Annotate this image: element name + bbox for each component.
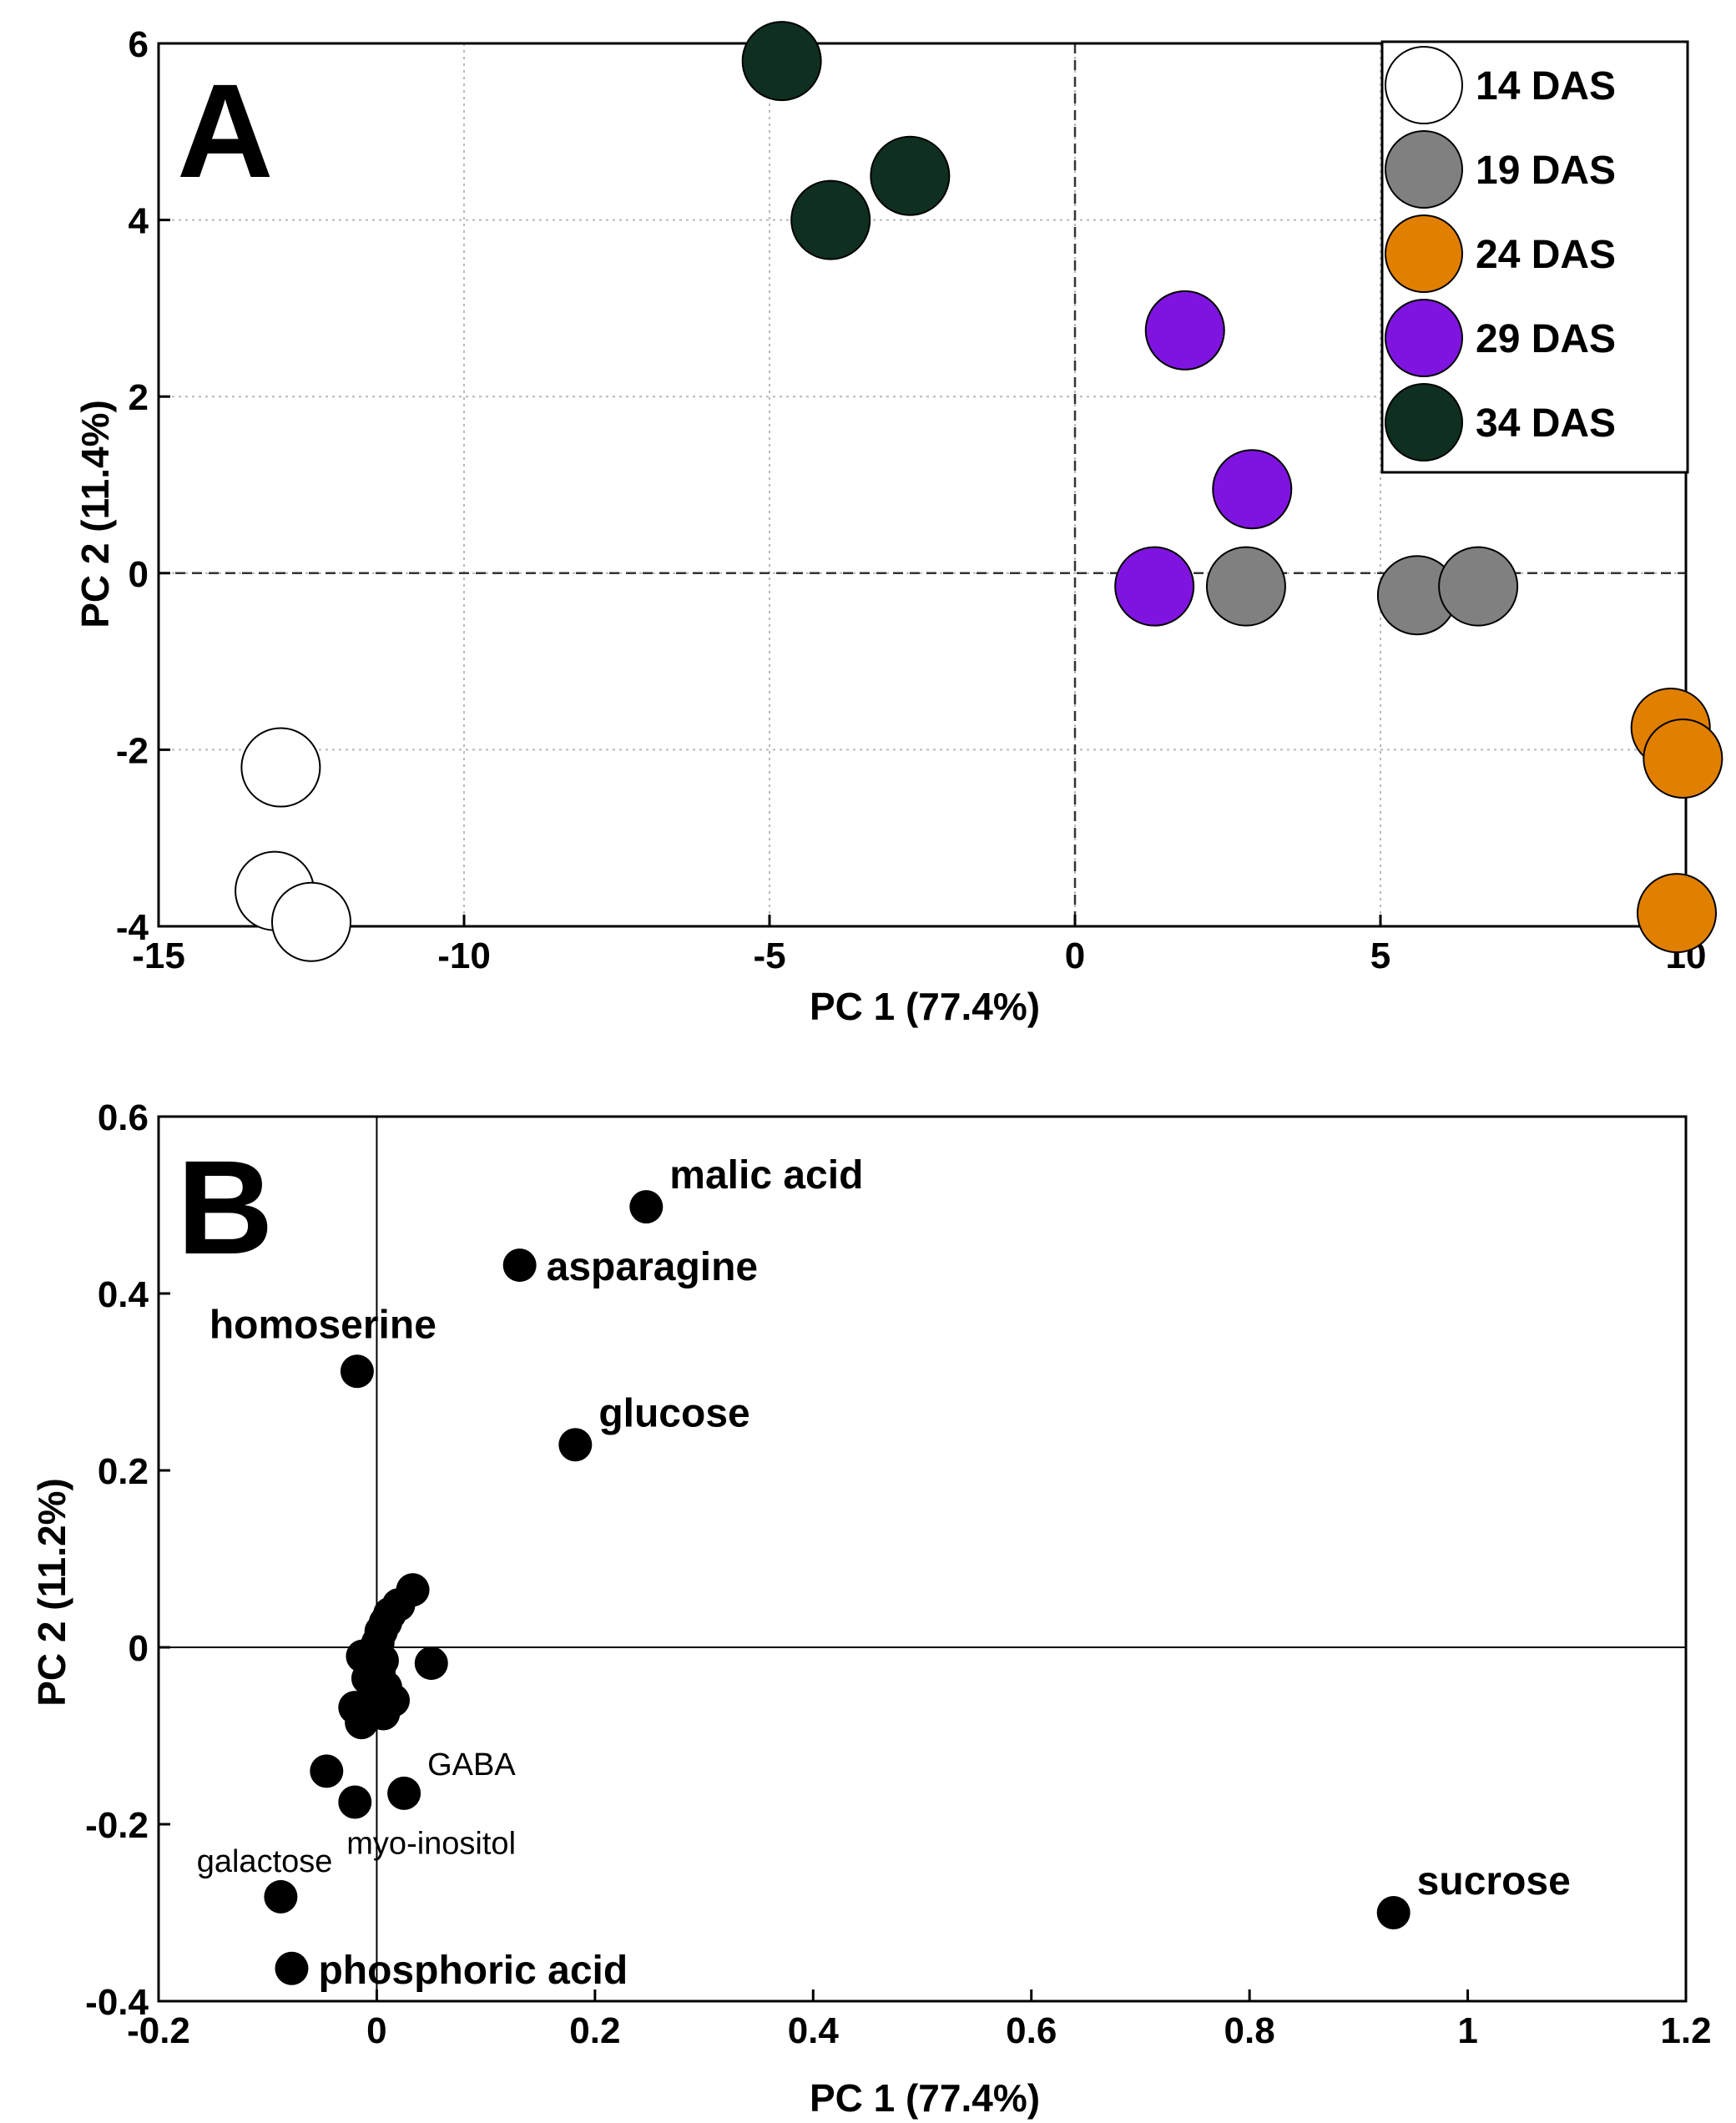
panel-b-x-tick-label: 1.2 [1660,2010,1711,2051]
panel-a-legend-marker [1385,299,1463,377]
panel-b-y-tick-label: 0 [129,1628,149,1669]
panel-b-point-label: homoserine [209,1303,437,1347]
panel-b-point-label: sucrose [1417,1859,1571,1904]
panel-a-point [271,881,351,962]
panel-a-y-tick-label: -4 [116,907,149,948]
panel-b-point-label: malic acid [669,1153,863,1198]
panel-a-y-tick-label: 6 [129,24,149,65]
panel-b: -0.2 0 0.2 0.4 0.6 0.8 1 1.2-0.4-0.200.20.40.6 … [30,1097,1712,2120]
panel-b-labeled-point [264,1879,298,1914]
panel-b-y-axis-title: PC 2 (11.2%) [30,1478,73,1707]
panel-a-legend-marker [1385,214,1463,293]
panel-a-points [235,21,1723,962]
panel-b-x-tick-label: 0.4 [788,2010,840,2051]
panel-a-x-tick-label: -5 [753,935,785,976]
panel-b-point [414,1646,448,1681]
panel-b-labeled-point [502,1248,537,1283]
panel-a-y-tick-label: 0 [129,554,149,595]
panel-a-x-axis-title: PC 1 (77.4%) [810,985,1040,1028]
panel-a-legend-marker [1385,383,1463,461]
panel-a-y-tick-label: 2 [129,377,149,418]
panel-a-point [1637,873,1718,954]
panel-b-y-tick-label: 0.6 [98,1097,149,1138]
panel-b-x-axis-title: PC 1 (77.4%) [810,2076,1040,2120]
panel-a-point [790,179,871,260]
panel-b-point-labels: malic acid asparagine homoserine glucose GAB… [197,1153,1571,1993]
panel-a-y-tick-label: -2 [116,730,149,771]
panel-b-point-label: phosphoric acid [318,1949,628,1993]
panel-a-x-tick-label: 0 [1065,935,1085,976]
panel-b-x-tick-label: 0 [366,2010,386,2051]
panel-a-legend-label: 14 DAS [1476,64,1616,108]
panel-a-legend-marker [1385,130,1463,209]
panel-a-legend-label: 34 DAS [1476,401,1616,446]
panel-a-point [1643,718,1723,799]
panel-a-x-tick-label: 5 [1370,935,1390,976]
panel-b-labeled-point [629,1190,664,1224]
panel-b-y-tick-label: -0.2 [85,1805,149,1846]
panel-a-x-tick-label: -15 [132,935,185,976]
panel-a-legend-marker [1385,46,1463,124]
panel-b-ticks: -0.2 0 0.2 0.4 0.6 0.8 1 1.2-0.4-0.200.20.40.6 [85,1097,1711,2051]
panel-b-x-tick-label: 0.6 [1006,2010,1057,2051]
panel-b-labeled-point [558,1428,593,1462]
panel-a-y-axis-title: PC 2 (11.4%) [73,400,117,628]
panel-b-point-label: GABA [427,1747,516,1783]
panel-a-point [1438,546,1519,627]
panel-b-x-tick-label: -0.2 [127,2010,190,2051]
panel-b-zero-lines [159,1117,1686,2001]
panel-a-point [1205,546,1286,627]
panel-b-x-tick-label: 1 [1457,2010,1477,2051]
panel-b-labeled-point [275,1951,309,1985]
panel-b-point [345,1706,379,1740]
panel-b-labeled-point [338,1785,372,1819]
panel-b-labeled-point [387,1776,421,1810]
panel-a-point [741,21,822,102]
panel-a-point [870,135,951,216]
panel-a-legend-label: 19 DAS [1476,149,1616,193]
panel-b-y-tick-label: 0.4 [98,1274,149,1315]
panel-a-legend-label: 29 DAS [1476,317,1616,361]
panel-b-labeled-point [1376,1896,1410,1929]
panel-a-y-tick-label: 4 [129,201,149,242]
panel-a-point [240,727,321,808]
panel-b-y-tick-label: 0.2 [98,1451,149,1492]
panel-b-x-tick-label: 0.2 [569,2010,620,2051]
panel-b-y-tick-label: -0.4 [85,1982,149,2023]
panel-b-point-label: asparagine [547,1245,758,1289]
panel-b-point-label: glucose [598,1391,749,1435]
panel-b-point-label: myo-inositol [346,1827,516,1862]
panel-a-x-tick-label: -10 [437,935,491,976]
panel-a-legend-label: 24 DAS [1476,233,1616,277]
panel-a-plot-frame [157,42,1688,928]
panel-a-point [1114,546,1195,627]
panel-a-point [1212,449,1293,530]
panel-b-labeled-point [340,1354,374,1389]
panel-a-label: A [177,56,274,205]
panel-a-grid [159,43,1686,926]
panel-b-point-label: galactose [197,1844,333,1879]
panel-b-label: B [177,1132,274,1282]
panel-b-plot-frame [157,1115,1688,2003]
panel-b-point [310,1754,344,1788]
panel-a-point [1144,290,1225,371]
panel-b-points [264,1190,1410,1985]
panel-b-x-tick-label: 0.8 [1224,2010,1275,2051]
panel-a-legend: 14 DAS 19 DAS 24 DAS 29 DAS 34 DAS [1380,40,1689,474]
